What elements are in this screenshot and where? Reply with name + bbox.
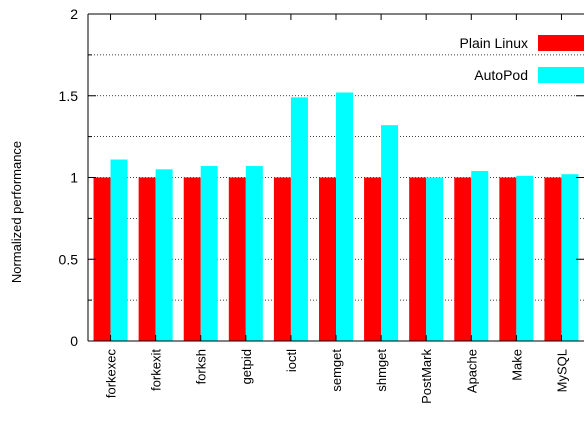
bar-autopod-forkexec bbox=[110, 159, 128, 341]
legend-label: Plain Linux bbox=[460, 35, 529, 51]
legend: Plain Linux AutoPod bbox=[460, 35, 584, 83]
bars bbox=[93, 92, 579, 342]
bar-autopod-getpid bbox=[245, 166, 263, 341]
bar-plain-linux-getpid bbox=[228, 177, 246, 341]
bar-plain-linux-mysql bbox=[544, 177, 562, 341]
x-tick-label: semget bbox=[329, 349, 344, 392]
legend-swatch-plain-linux bbox=[538, 35, 584, 51]
x-tick-label: MySQL bbox=[554, 349, 569, 392]
x-tick-label: getpid bbox=[239, 349, 254, 384]
y-tick-label: 1.5 bbox=[59, 88, 79, 104]
y-tick-label: 0.5 bbox=[59, 251, 79, 267]
bar-autopod-forksh bbox=[200, 166, 218, 341]
x-tick-label: Apache bbox=[464, 349, 479, 393]
x-tick-label: forksh bbox=[194, 349, 209, 384]
legend-label: AutoPod bbox=[474, 67, 528, 83]
x-tick-label: forkexec bbox=[104, 349, 119, 399]
y-tick-label: 2 bbox=[70, 6, 78, 22]
x-tick-label: shmget bbox=[374, 349, 389, 392]
bar-plain-linux-forkexit bbox=[138, 177, 156, 341]
x-tick-label: Make bbox=[509, 349, 524, 381]
bar-autopod-semget bbox=[336, 92, 353, 341]
y-tick-label: 1 bbox=[70, 170, 78, 186]
bar-plain-linux-forkexec bbox=[93, 177, 111, 341]
x-tick-label: forkexit bbox=[149, 349, 164, 391]
bar-autopod-shmget bbox=[381, 125, 399, 342]
bar-plain-linux-postmark bbox=[409, 177, 427, 341]
y-tick-label: 0 bbox=[70, 333, 78, 349]
tick-labels: 0 0.5 1 1.5 2 forkexec forkexit forksh getpid ioc… bbox=[59, 6, 570, 404]
x-tick-label: ioctl bbox=[284, 349, 299, 372]
bar-autopod-mysql bbox=[561, 174, 579, 341]
bar-plain-linux-make bbox=[499, 177, 517, 341]
x-tick-label: PostMark bbox=[419, 349, 434, 404]
axes bbox=[87, 13, 584, 342]
y-axis-label: Normalized performance bbox=[9, 141, 24, 283]
bar-plain-linux-shmget bbox=[364, 177, 382, 341]
bar-autopod-ioctl bbox=[290, 97, 308, 341]
bar-plain-linux-ioctl bbox=[273, 177, 291, 341]
bar-autopod-apache bbox=[471, 170, 489, 341]
legend-swatch-autopod bbox=[538, 67, 584, 83]
bar-autopod-forkexit bbox=[155, 169, 173, 341]
bar-plain-linux-forksh bbox=[183, 177, 201, 341]
bar-plain-linux-apache bbox=[454, 177, 472, 341]
bar-autopod-postmark bbox=[426, 177, 444, 341]
bar-autopod-make bbox=[516, 175, 534, 341]
bar-plain-linux-semget bbox=[319, 177, 336, 341]
